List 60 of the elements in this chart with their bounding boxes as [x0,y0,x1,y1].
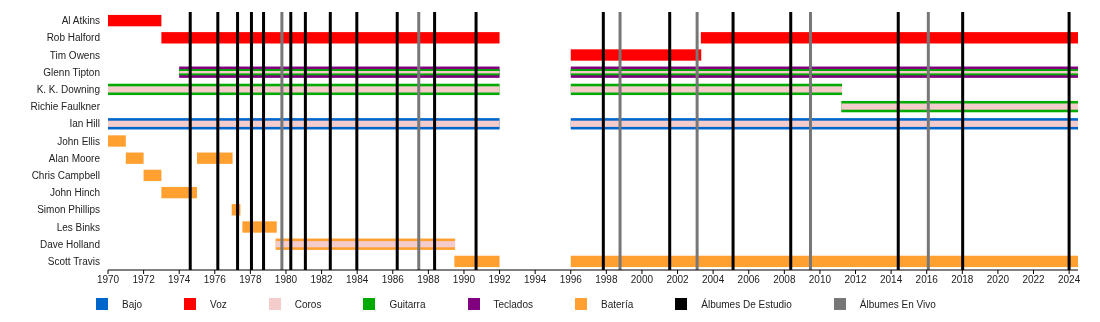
y-tick-label: Scott Travis [47,255,100,267]
x-tick-label: 1978 [239,274,262,286]
x-tick-label: 1984 [346,274,369,286]
bar [143,169,162,182]
bar [108,135,126,147]
bar [108,14,162,27]
x-tick-label: 1986 [381,274,405,286]
y-tick-label: Tim Owens [49,49,100,61]
x-tick-label: 1992 [488,274,512,286]
x-tick-label: 2010 [808,274,832,286]
x-tick-label: 1970 [96,274,120,286]
x-tick-label: 2014 [879,274,903,286]
bar [161,186,197,199]
x-tick-label: 1988 [417,274,440,286]
y-tick-label: John Hinch [49,187,100,199]
x-tick-label: 2024 [1057,274,1081,286]
y-tick-label: John Ellis [57,135,100,147]
y-tick-label: Dave Holland [39,238,100,250]
legend-label: Voz [210,298,227,310]
legend-label: Batería [600,298,634,310]
x-tick-label: 2018 [951,274,974,286]
text: Álbumes En Vivo [859,298,936,310]
x-tick-label: 2016 [915,274,939,286]
y-tick-label: Simon Phillips [37,204,100,216]
x-tick-label: 2000 [630,274,654,286]
y-tick-label: Les Binks [56,221,100,233]
x-tick-label: 1994 [524,274,547,286]
legend-label: Teclados [493,298,533,310]
x-tick-label: 1976 [203,274,227,286]
bar [570,255,1078,268]
x-tick-label: 2012 [844,274,868,286]
x-tick-label: 1996 [559,274,583,286]
y-tick-label: Richie Faulkner [30,101,101,113]
y-tick-label: Glenn Tipton [43,66,100,78]
y-tick-label: Al Atkins [61,15,100,27]
y-tick-label: K. K. Downing [36,83,100,95]
x-tick-label: 2002 [666,274,690,286]
x-tick-label: 2022 [1022,274,1046,286]
bar [700,32,1078,44]
x-tick-label: 1980 [274,274,298,286]
y-tick-label: Rob Halford [46,32,100,44]
text: Álbumes De Estudio [701,298,792,310]
y-tick-label: Chris Campbell [31,169,100,181]
legend-label: Guitarra [389,298,426,310]
x-tick-label: 1990 [452,274,476,286]
x-tick-label: 1972 [132,274,156,286]
legend-label: Bajo [122,298,143,310]
x-tick-label: 1998 [595,274,618,286]
bar [196,152,233,164]
x-tick-label: 1974 [168,274,191,286]
x-tick-label: 2020 [986,274,1010,286]
x-tick-label: 2004 [702,274,725,286]
y-tick-label: Ian Hill [69,118,100,130]
bar [125,152,144,164]
y-tick-label: Alan Moore [48,152,101,164]
legend-label: Coros [294,298,322,310]
x-tick-label: 2006 [737,274,761,286]
bar [454,255,500,268]
x-tick-label: 1982 [310,274,334,286]
x-tick-label: 2008 [773,274,796,286]
